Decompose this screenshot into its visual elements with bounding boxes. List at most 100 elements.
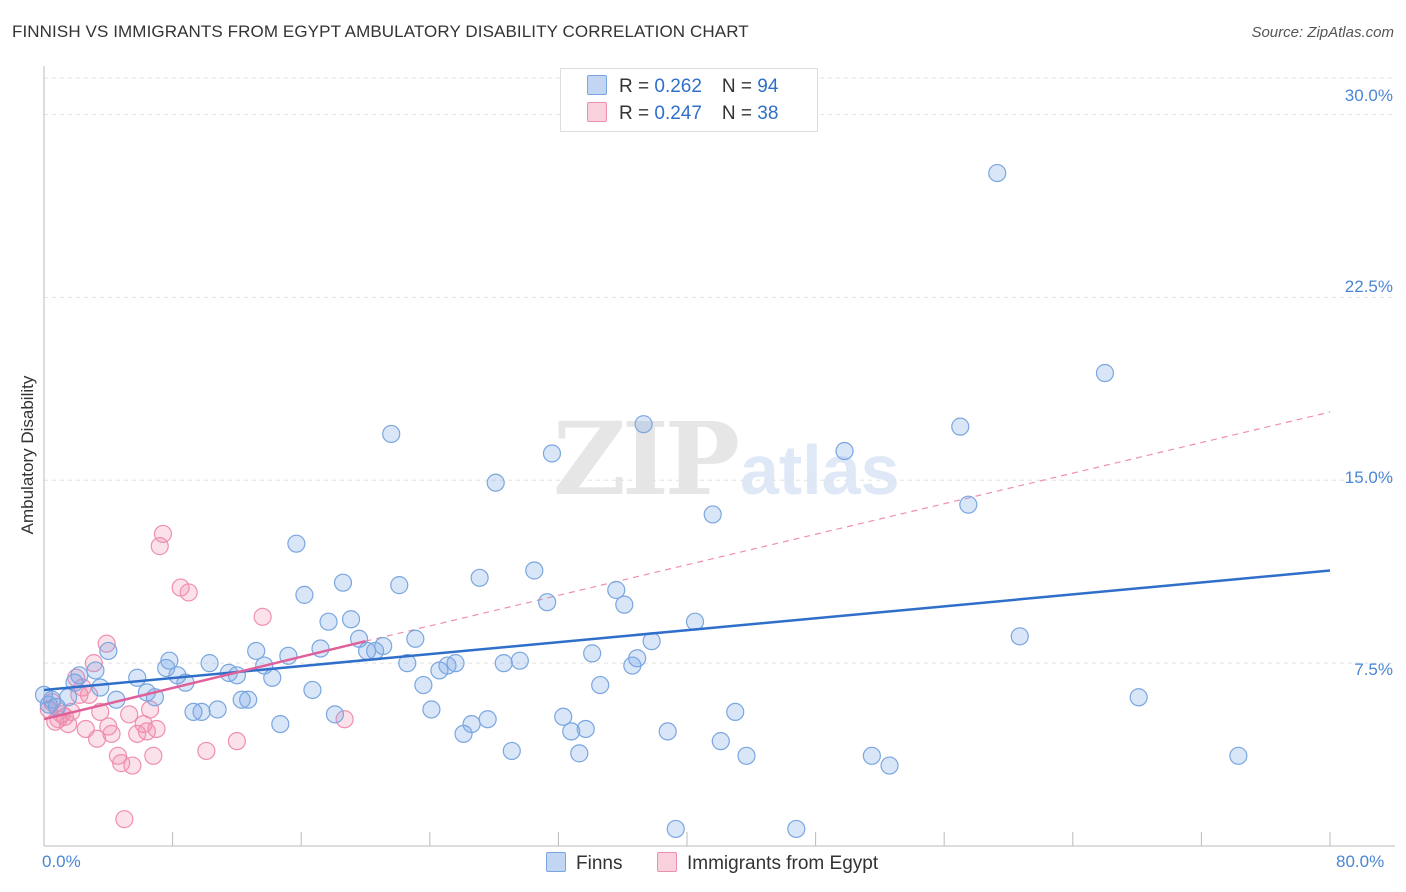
finns-n-value: 94 [757,76,779,97]
egypt-point [253,607,272,626]
stats-legend: R = 0.262 N = 94 R = 0.247 N = 38 [560,68,818,132]
finns-point [160,651,179,670]
finns-point [538,593,557,612]
egypt-point [179,583,198,602]
grid-lines [44,77,1395,664]
axes [43,66,1395,847]
bottom-egypt-swatch [657,852,677,872]
egypt-trend-extension [365,411,1331,642]
finns-point [263,668,282,687]
finns-point [446,654,465,673]
finns-point [576,719,595,739]
finns-point [525,561,544,580]
finns-point [787,819,806,839]
finns-point [422,700,441,719]
egypt-trend-line [43,639,366,721]
egypt-point [227,732,246,751]
finns-point [959,495,978,514]
finns-point [607,580,626,600]
egypt-r-value: 0.247 [654,103,702,124]
finns-point [554,707,573,726]
legend-row-egypt: R = 0.247 N = 38 [587,102,778,125]
egypt-point [153,524,173,544]
finns-n-label: N = [721,76,758,97]
finns-point [486,473,505,492]
finns-point [726,702,745,722]
finns-point [615,595,634,614]
finns-point [374,636,393,656]
finns-point [570,744,589,763]
egypt-point [147,719,166,739]
x-tick-label-max: 80.0% [1336,852,1385,871]
finns-point [99,641,118,661]
finns-point [502,741,521,761]
egypt-point [120,705,139,724]
egypt-point [144,746,163,765]
bottom-finns-swatch [546,852,566,872]
finns-point [303,680,322,700]
egypt-point [102,724,121,743]
finns-point [591,675,610,695]
finns-point [562,722,581,741]
finns-point [192,702,211,722]
finns-point [478,710,497,729]
chart-title: FINNISH VS IMMIGRANTS FROM EGYPT AMBULAT… [12,22,749,41]
finns-point [628,649,647,668]
finns-trend-line [43,569,1331,692]
finns-point [295,585,314,604]
egypt-swatch [587,102,607,122]
finns-point [862,746,881,765]
finns-point [341,610,361,629]
y-tick-label-15: 15.0% [1344,468,1393,487]
egypt-point [197,741,216,761]
finns-point [128,668,147,687]
finns-point [658,722,677,741]
finns-point [1229,746,1248,765]
egypt-point [84,654,103,673]
trend-lines [365,411,1331,642]
finns-swatch [587,75,607,95]
finns-point [666,819,685,839]
y-axis-title: Ambulatory Disability [18,375,37,535]
bottom-finns-label: Finns [576,853,623,874]
finns-point [333,573,353,592]
finns-point [232,690,251,709]
finns-point [685,612,705,631]
finns-point [470,568,489,587]
finns-point [382,424,401,444]
finns-point [583,644,602,663]
finns-point [1095,363,1115,383]
finns-point [208,700,227,719]
finns-points [34,163,1331,839]
egypt-point [123,756,142,775]
finns-point [406,629,425,648]
finns-point [398,654,417,673]
y-tick-label-30: 30.0% [1344,86,1393,105]
finns-r-label: R = [619,76,655,97]
finns-point [319,612,338,631]
egypt-n-value: 38 [757,103,779,124]
egypt-point [335,710,354,729]
egypt-point [112,754,131,773]
finns-point [835,441,854,461]
finns-point [287,534,306,553]
finns-point [414,675,433,695]
finns-point [1129,688,1148,707]
finns-point [711,732,730,751]
finns-point [988,163,1007,183]
finns-point [703,505,722,524]
finns-point [239,690,258,709]
finns-r-value: 0.262 [654,76,702,97]
finns-point [200,654,219,673]
egypt-point [97,634,116,653]
y-tick-label-22-5: 22.5% [1344,277,1393,296]
finns-point [634,415,653,434]
finns-point [951,417,970,436]
finns-point [91,678,110,697]
bottom-egypt-label: Immigrants from Egypt [687,853,879,874]
egypt-n-label: N = [721,103,758,124]
finns-point [86,661,105,680]
finns-point [70,666,89,685]
source-credit: Source: ZipAtlas.com [1251,24,1394,41]
